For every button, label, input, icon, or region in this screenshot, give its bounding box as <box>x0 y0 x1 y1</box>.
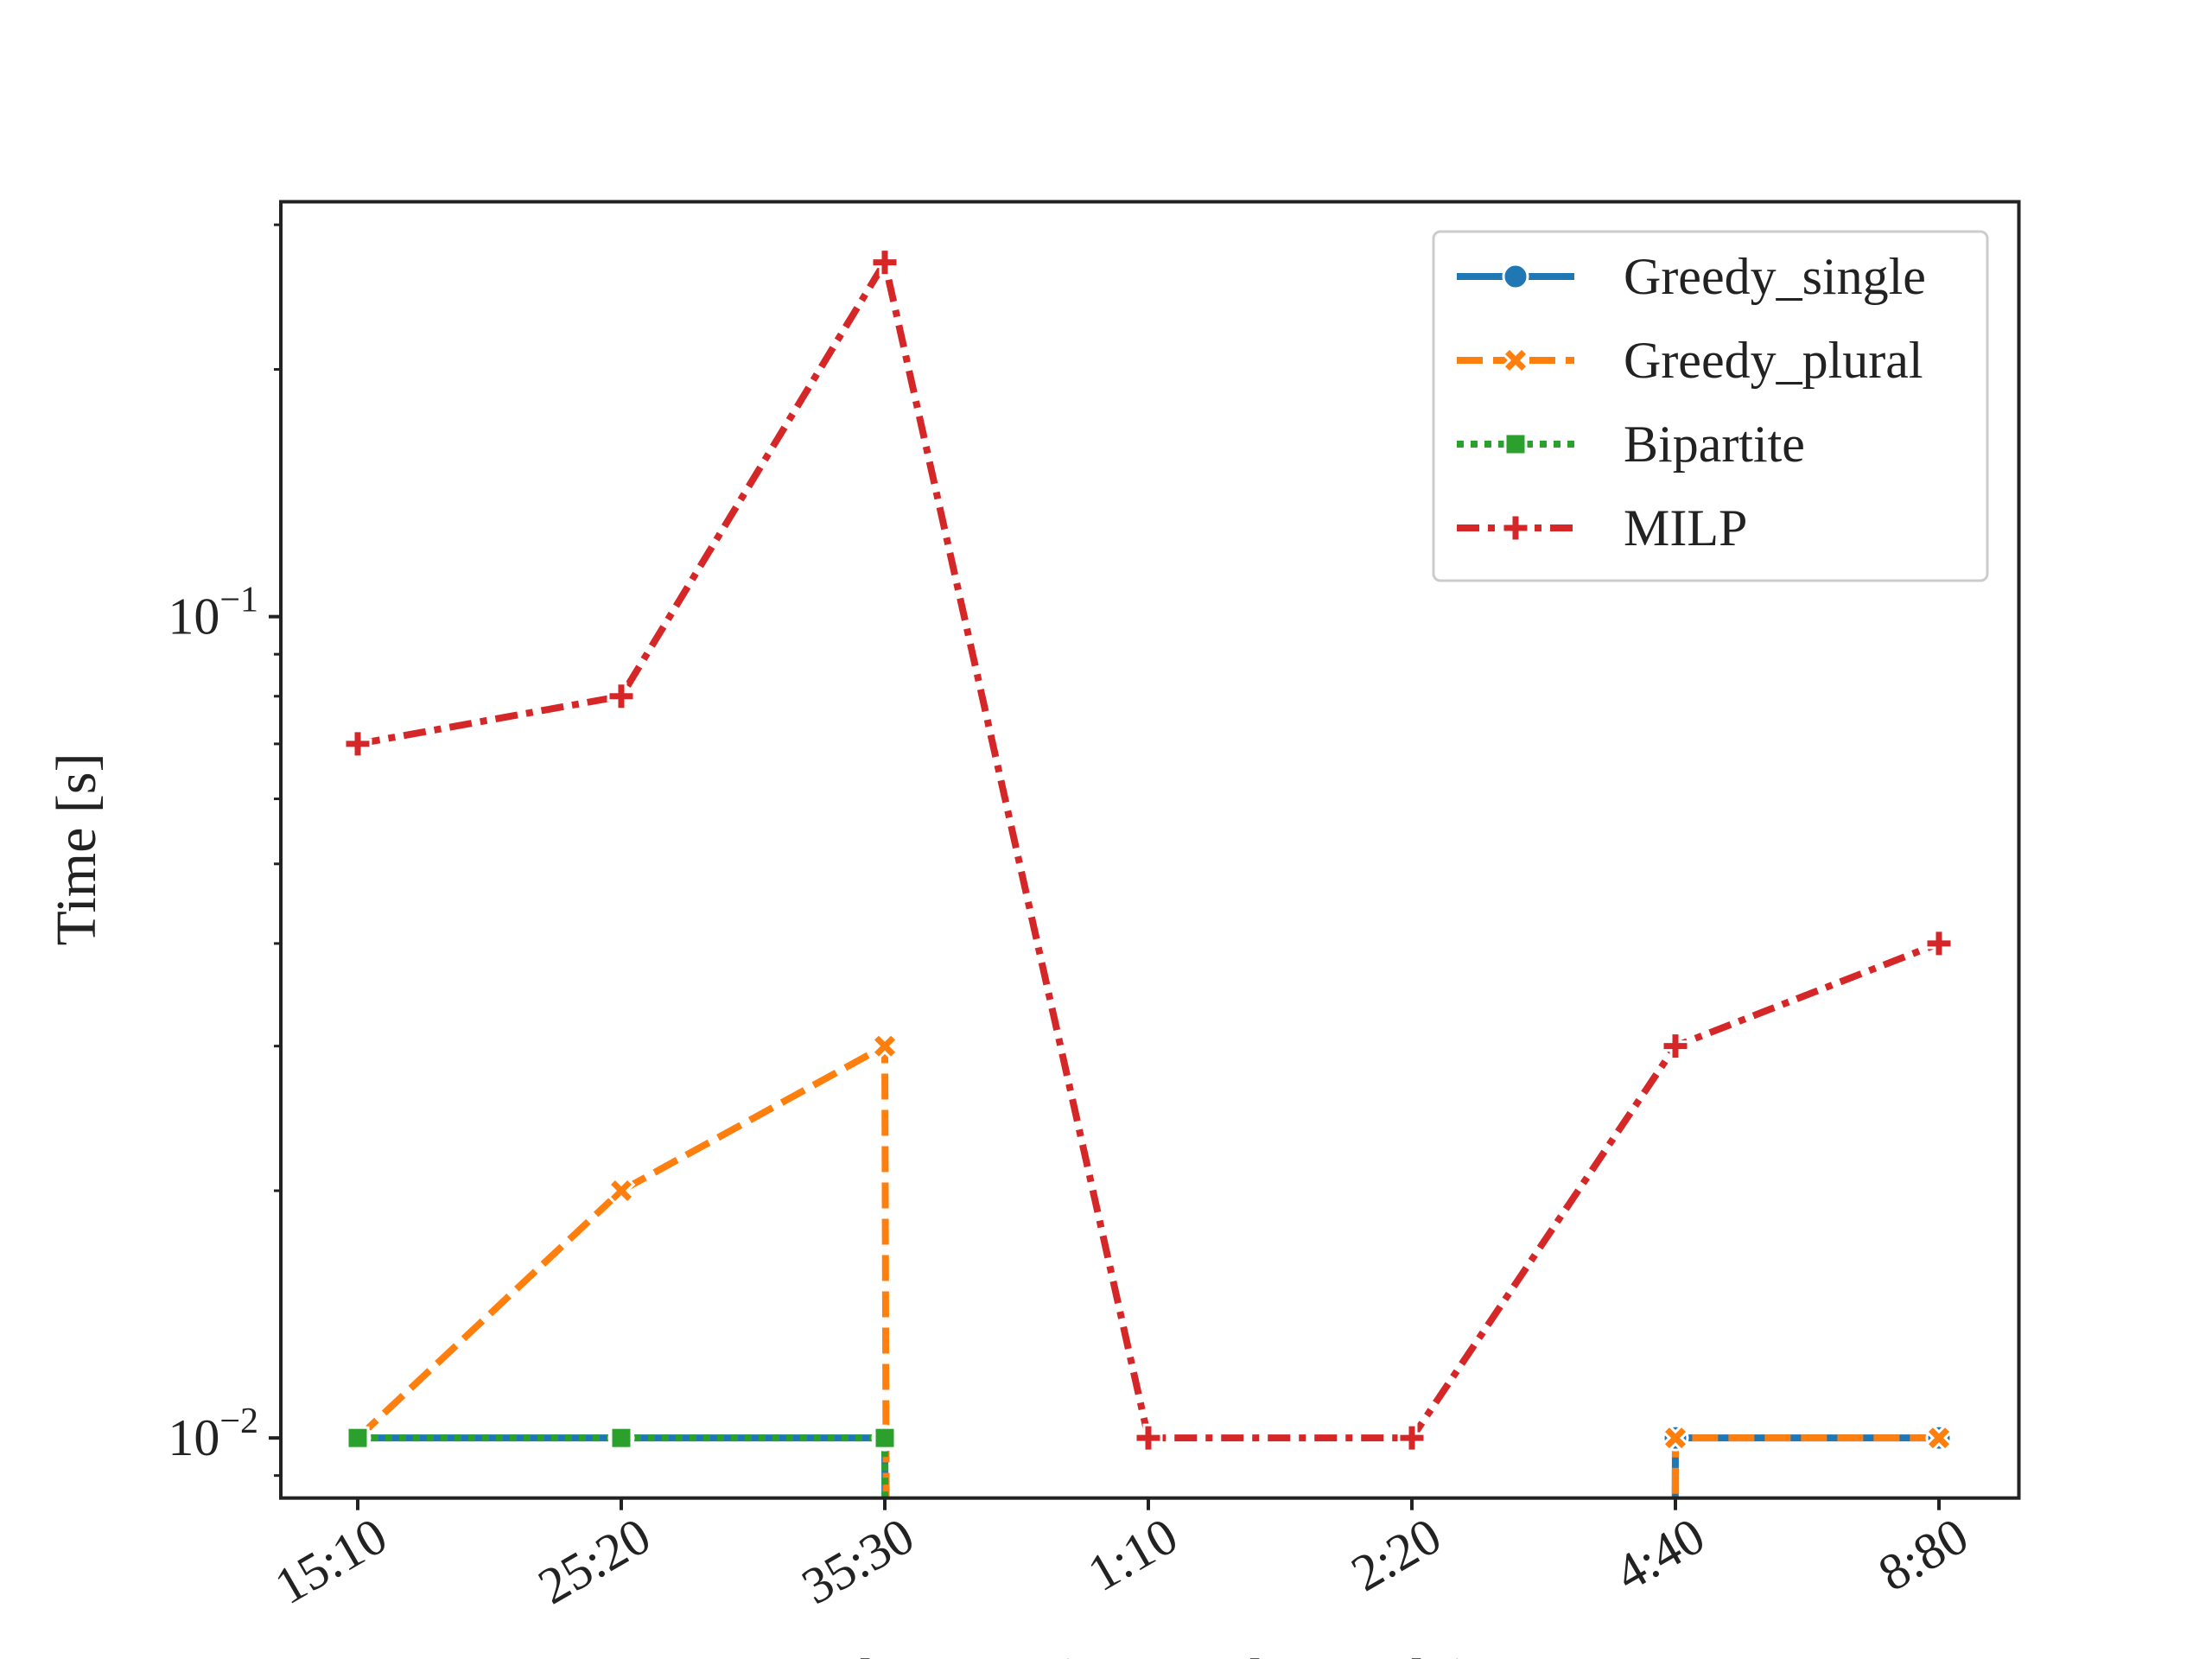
y-tick-label: 10−1 <box>168 581 258 645</box>
data-point <box>1661 1423 1690 1452</box>
legend-marker <box>1502 263 1529 290</box>
y-tick-label: 10−2 <box>168 1402 258 1466</box>
legend-label: MILP <box>1624 499 1747 556</box>
data-point <box>346 1426 370 1450</box>
legend-marker <box>1501 346 1530 375</box>
x-tick-label: 35:30 <box>792 1507 923 1615</box>
data-point <box>1924 929 1954 958</box>
x-axis-label: Elements (Demand: Supply) <box>824 1648 1474 1659</box>
x-tick-label: 1:10 <box>1078 1507 1186 1602</box>
legend-label: Bipartite <box>1624 416 1805 473</box>
x-tick-label: 25:20 <box>529 1507 659 1615</box>
data-point <box>343 729 372 759</box>
data-point <box>1924 1423 1954 1452</box>
data-point <box>607 682 636 711</box>
data-point <box>609 1426 633 1450</box>
legend-box <box>1432 230 1989 582</box>
x-tick-label: 2:20 <box>1342 1507 1450 1602</box>
legend-marker <box>1503 432 1528 456</box>
data-point <box>873 1426 897 1450</box>
data-point <box>1397 1423 1427 1452</box>
x-tick-label: 15:10 <box>265 1507 396 1615</box>
data-point <box>607 1176 636 1205</box>
data-point <box>1661 1032 1690 1061</box>
y-axis-label: Time [s] <box>45 753 108 945</box>
data-point <box>870 248 899 277</box>
legend-label: Greedy_plural <box>1624 332 1923 389</box>
x-tick-label: 4:40 <box>1605 1507 1713 1602</box>
legend-label: Greedy_single <box>1624 248 1926 305</box>
x-tick-label: 8:80 <box>1869 1507 1977 1602</box>
data-point <box>870 1032 899 1060</box>
plot-area <box>343 248 1954 1498</box>
legend-marker <box>1501 513 1530 543</box>
data-point <box>1134 1423 1163 1452</box>
